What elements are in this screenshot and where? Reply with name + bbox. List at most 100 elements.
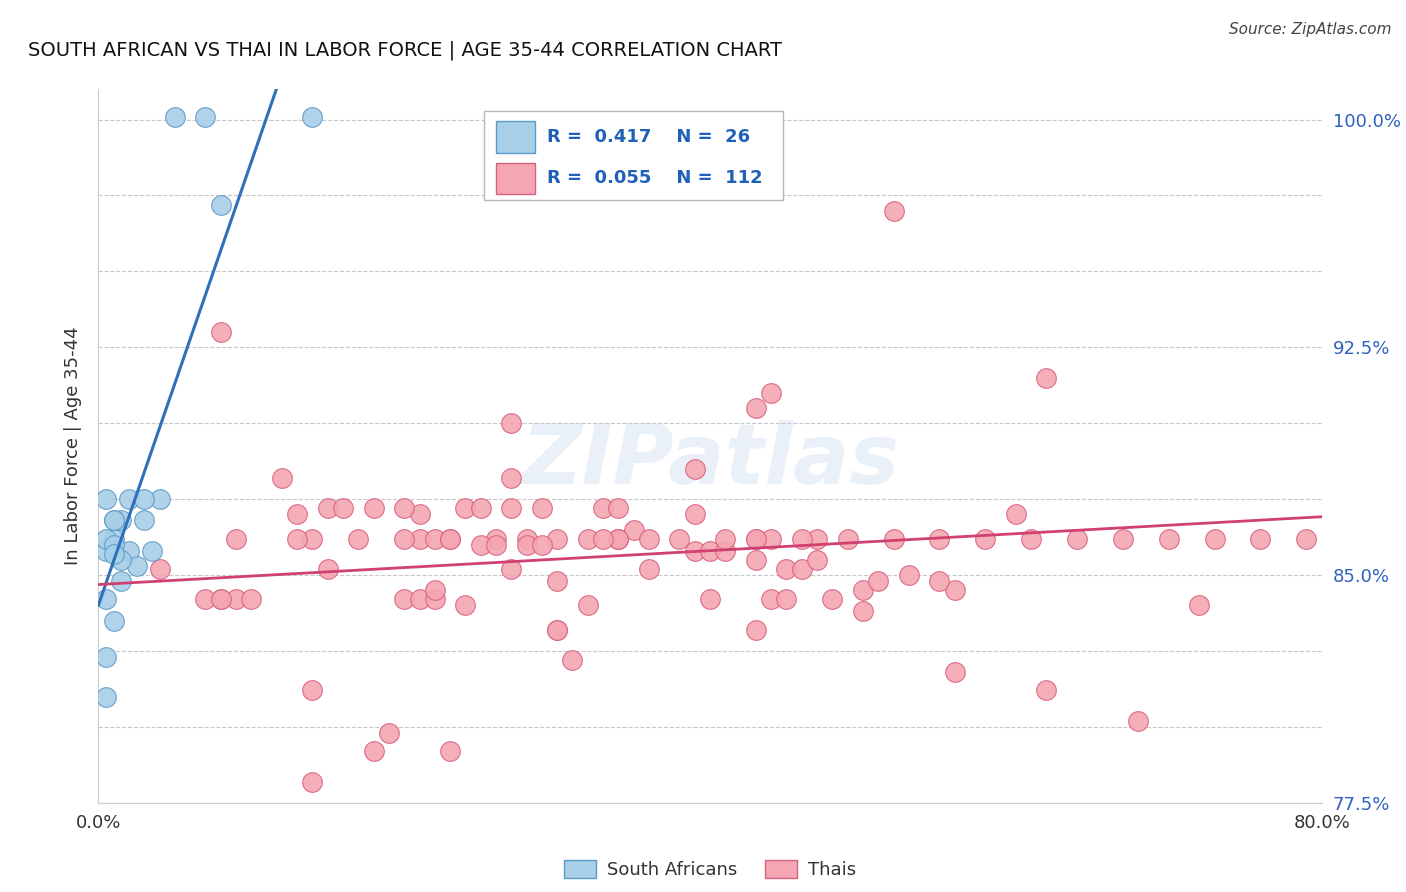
FancyBboxPatch shape	[496, 121, 536, 153]
Point	[316, 562, 339, 576]
Point	[806, 553, 828, 567]
Point	[194, 110, 217, 124]
Point	[775, 592, 797, 607]
Point	[883, 532, 905, 546]
Point	[194, 592, 217, 607]
Text: R =  0.055    N =  112: R = 0.055 N = 112	[547, 169, 763, 187]
Point	[530, 538, 553, 552]
Point	[209, 197, 232, 211]
Point	[974, 532, 997, 546]
Point	[103, 513, 125, 527]
Point	[546, 623, 568, 637]
Point	[103, 513, 125, 527]
Point	[94, 650, 117, 665]
Point	[576, 532, 599, 546]
Point	[103, 532, 125, 546]
Point	[392, 592, 416, 607]
Legend: South Africans, Thais: South Africans, Thais	[557, 853, 863, 887]
Point	[883, 203, 905, 218]
Point	[103, 538, 125, 552]
Point	[745, 623, 768, 637]
Point	[759, 532, 782, 546]
Text: SOUTH AFRICAN VS THAI IN LABOR FORCE | AGE 35-44 CORRELATION CHART: SOUTH AFRICAN VS THAI IN LABOR FORCE | A…	[28, 40, 782, 60]
Point	[392, 501, 416, 516]
Point	[607, 501, 630, 516]
Point	[332, 501, 354, 516]
Point	[683, 462, 706, 476]
Point	[897, 568, 920, 582]
Point	[363, 501, 385, 516]
Point	[149, 562, 172, 576]
Point	[668, 532, 690, 546]
Point	[637, 562, 661, 576]
Point	[378, 726, 401, 740]
Point	[103, 547, 125, 561]
Point	[790, 562, 813, 576]
Point	[225, 592, 247, 607]
Point	[439, 744, 461, 758]
Point	[943, 583, 966, 598]
Point	[423, 592, 446, 607]
Point	[134, 492, 156, 507]
Point	[516, 532, 538, 546]
Point	[163, 110, 186, 124]
Point	[714, 532, 737, 546]
Point	[423, 532, 446, 546]
Point	[209, 592, 232, 607]
Point	[546, 532, 568, 546]
Point	[546, 623, 568, 637]
Point	[94, 592, 117, 607]
Point	[745, 553, 768, 567]
Point	[516, 538, 538, 552]
Point	[868, 574, 890, 588]
Point	[928, 574, 950, 588]
Point	[209, 325, 232, 339]
Point	[470, 501, 492, 516]
Point	[699, 592, 721, 607]
Point	[392, 532, 416, 546]
Point	[759, 385, 782, 400]
Point	[592, 532, 614, 546]
Point	[240, 592, 263, 607]
Point	[852, 605, 875, 619]
Point	[607, 532, 630, 546]
Point	[125, 558, 148, 573]
Point	[790, 532, 813, 546]
Point	[110, 513, 132, 527]
Point	[745, 532, 768, 546]
Point	[852, 583, 875, 598]
Point	[821, 592, 844, 607]
Point	[1157, 532, 1180, 546]
Point	[623, 523, 645, 537]
Point	[118, 543, 141, 558]
Point	[561, 653, 583, 667]
Point	[1019, 532, 1042, 546]
Point	[332, 832, 354, 847]
Point	[301, 110, 323, 124]
Point	[439, 532, 461, 546]
Point	[94, 543, 117, 558]
Point	[1112, 532, 1135, 546]
Point	[501, 501, 523, 516]
Point	[285, 508, 308, 522]
Point	[470, 538, 492, 552]
Point	[775, 562, 797, 576]
Point	[347, 532, 370, 546]
Point	[928, 532, 950, 546]
Point	[683, 543, 706, 558]
Point	[301, 532, 323, 546]
Point	[501, 562, 523, 576]
Point	[141, 543, 163, 558]
Text: R =  0.417    N =  26: R = 0.417 N = 26	[547, 128, 751, 146]
Point	[637, 532, 661, 546]
Point	[94, 532, 117, 546]
Point	[501, 471, 523, 485]
Point	[408, 532, 430, 546]
Point	[1066, 532, 1088, 546]
Point	[576, 599, 599, 613]
Point	[408, 592, 430, 607]
Point	[408, 508, 430, 522]
FancyBboxPatch shape	[484, 111, 783, 200]
Point	[301, 683, 323, 698]
Point	[806, 532, 828, 546]
